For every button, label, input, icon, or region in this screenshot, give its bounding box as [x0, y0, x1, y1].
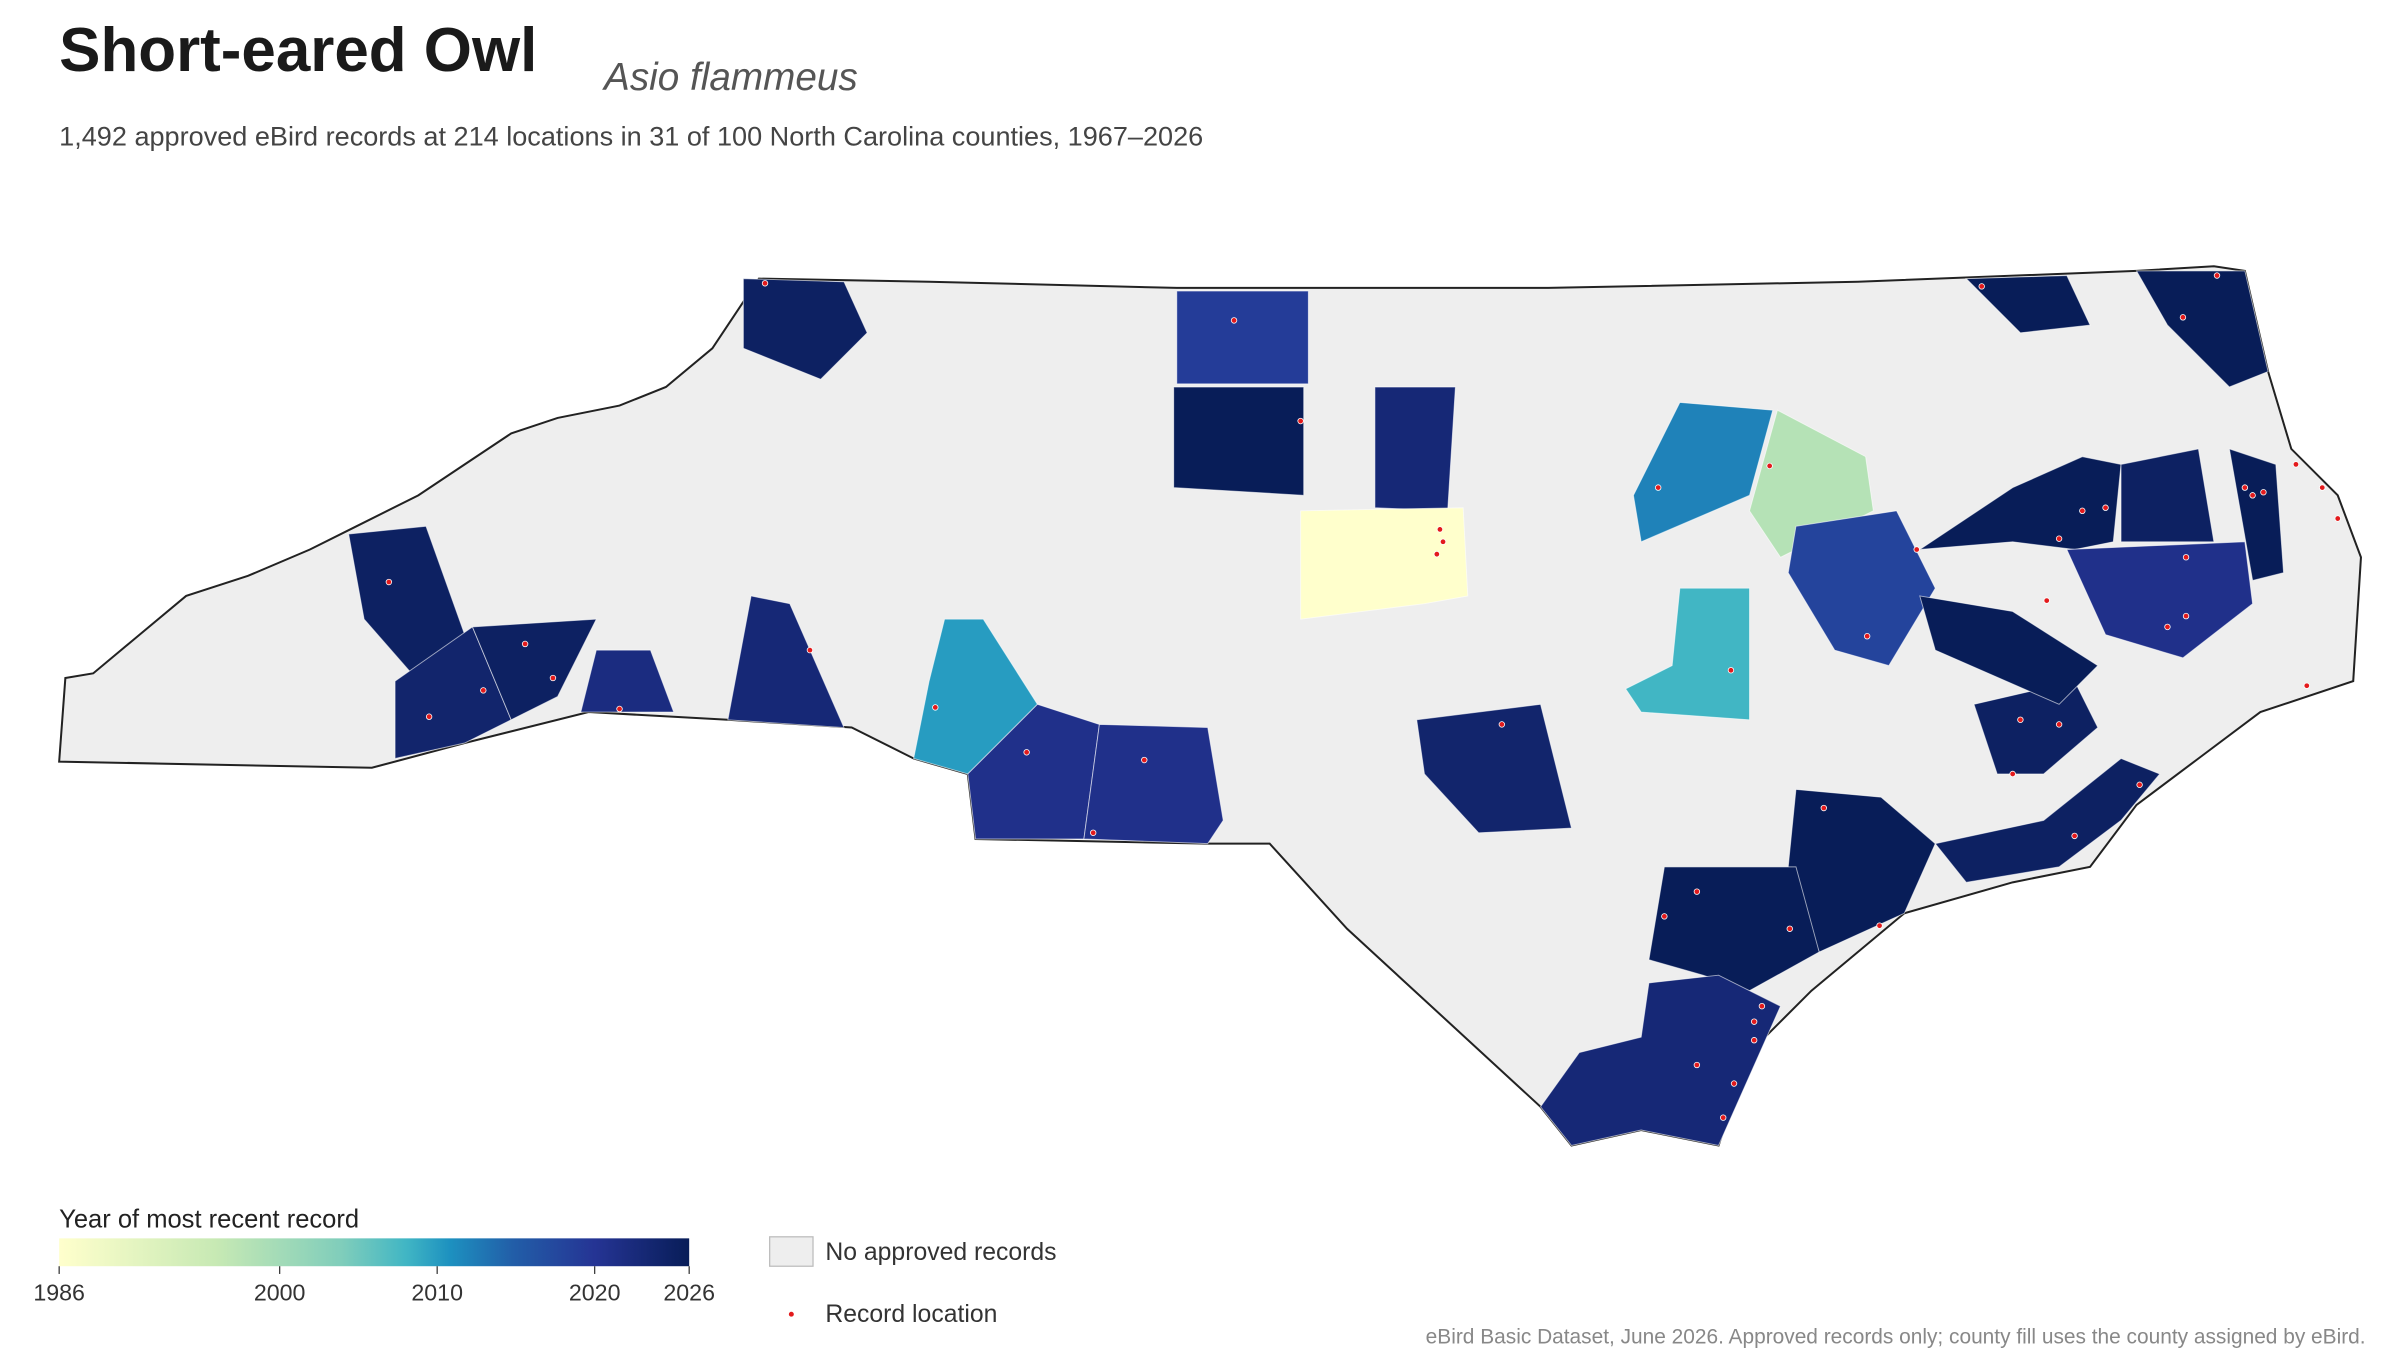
colorbar-title: Year of most recent record	[59, 1206, 359, 1234]
species: Asio flammeus	[602, 56, 858, 99]
record-dot	[2055, 721, 2063, 728]
county	[1083, 723, 1224, 845]
record-dot	[2164, 623, 2171, 631]
record-dot	[2213, 272, 2221, 279]
county	[1374, 386, 1456, 512]
county	[2135, 270, 2269, 388]
county	[1625, 587, 1750, 721]
record-dot	[2043, 597, 2050, 604]
source-note: eBird Basic Dataset, June 2026. Approved…	[1426, 1326, 2366, 1349]
record-dot	[2136, 781, 2143, 788]
record-dot	[480, 687, 487, 694]
colorbar-ticks: 1986 2000 2010 2020 2026	[33, 1266, 715, 1305]
county	[1919, 595, 2099, 705]
county	[1965, 275, 2091, 334]
colorbar	[59, 1238, 690, 1267]
county	[1173, 386, 1305, 496]
record-dot	[932, 704, 939, 711]
legend-label: No approved records	[825, 1239, 1056, 1266]
record-dot	[1661, 913, 1668, 920]
record-dot	[2241, 484, 2249, 491]
record-dot	[1230, 317, 1238, 324]
county	[742, 278, 868, 380]
county-layer	[348, 270, 2285, 1147]
county	[1416, 703, 1573, 834]
record-dot	[1876, 922, 1883, 929]
record-dot	[1727, 667, 1735, 674]
county	[2066, 541, 2254, 659]
record-dot	[2303, 682, 2310, 689]
record-dot	[1750, 1018, 1758, 1025]
record-dot	[2182, 612, 2190, 620]
county	[727, 595, 845, 729]
county	[1539, 974, 1782, 1147]
record-dot	[1786, 925, 1793, 932]
county	[1632, 401, 1774, 543]
county	[580, 649, 675, 713]
record-dot	[616, 705, 623, 713]
record-dot	[1023, 749, 1030, 756]
colorbar-tick-label: 2000	[254, 1279, 306, 1305]
record-dot	[1730, 1080, 1738, 1087]
colorbar-tick-label: 2026	[663, 1279, 715, 1305]
record-dot	[1720, 1114, 1727, 1121]
record-dot	[2079, 507, 2086, 514]
county	[2120, 448, 2215, 543]
record-dot	[1655, 484, 1662, 491]
county	[471, 618, 598, 721]
county	[2228, 448, 2285, 582]
county	[1300, 507, 1469, 620]
record-dot	[2017, 716, 2024, 723]
record-dot	[1978, 283, 1985, 290]
record-dot	[425, 713, 433, 720]
county	[1919, 456, 2122, 550]
record-dot	[1758, 1002, 1766, 1010]
record-dot	[1766, 462, 1773, 470]
colorbar-tick-label: 2010	[411, 1279, 463, 1305]
record-dot	[549, 674, 557, 682]
record-dot	[1439, 538, 1447, 545]
record-dot	[1750, 1037, 1758, 1044]
record-dot	[1090, 829, 1097, 836]
record-dot	[2179, 314, 2187, 321]
record-swatch	[788, 1311, 794, 1317]
record-dot	[1820, 804, 1827, 812]
record-locations	[385, 272, 2341, 1121]
legend-label: Record location	[825, 1301, 997, 1328]
county	[1176, 290, 1309, 385]
record-dot	[2334, 515, 2341, 522]
record-dot	[1913, 546, 1920, 553]
record-dot	[2292, 461, 2300, 468]
record-dot	[1436, 526, 1444, 533]
no-records-swatch	[769, 1236, 814, 1267]
record-dot	[2249, 492, 2256, 499]
subtitle: 1,492 approved eBird records at 214 loca…	[59, 121, 1203, 152]
record-dot	[761, 280, 769, 287]
county	[1787, 510, 1936, 667]
county	[394, 626, 512, 760]
record-dot	[1693, 1061, 1701, 1069]
colorbar-tick-label: 2020	[569, 1279, 621, 1305]
record-dot	[1297, 417, 1304, 425]
colorbar-tick-label: 1986	[33, 1279, 85, 1305]
record-dot	[521, 640, 529, 648]
record-dot	[385, 578, 393, 586]
record-dot	[1433, 550, 1441, 558]
record-dot	[2260, 489, 2267, 496]
record-dot	[2071, 832, 2078, 840]
record-dot	[1141, 756, 1148, 764]
county	[1934, 757, 2161, 883]
record-dot	[1693, 888, 1701, 895]
record-dot	[2009, 770, 2016, 778]
record-dot	[2102, 504, 2109, 511]
record-dot	[1863, 633, 1871, 640]
title: Short-eared Owl	[59, 16, 537, 85]
record-dot	[2182, 554, 2190, 561]
record-dot	[2319, 484, 2326, 491]
record-dot	[2055, 535, 2063, 542]
record-dot	[1498, 721, 1506, 728]
record-dot	[806, 646, 814, 654]
